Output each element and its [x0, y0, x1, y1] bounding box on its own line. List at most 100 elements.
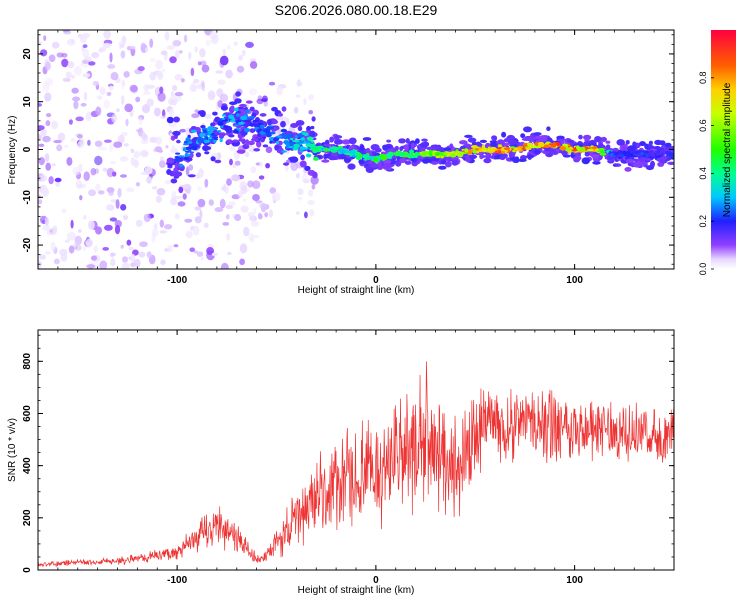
spectrogram-noise-cell — [71, 74, 75, 79]
spectrogram-halo-cell — [328, 155, 337, 161]
spectrogram-noise-cell — [301, 173, 309, 183]
spectrogram-halo-cell — [202, 145, 210, 152]
spectrogram-ridge-cell — [183, 143, 189, 146]
spectrogram-noise-cell — [160, 259, 166, 266]
spectrogram-noise-cell — [77, 183, 87, 189]
spectrogram-noise-cell — [62, 30, 70, 33]
spectrogram-noise-cell — [130, 45, 136, 50]
spectrogram-noise-cell — [154, 146, 162, 153]
spectrogram-noise-cell — [200, 60, 207, 66]
spectrogram-noise-cell — [103, 30, 111, 39]
spectrogram-noise-cell — [137, 66, 145, 72]
spectrogram-noise-cell — [241, 49, 246, 57]
spectrogram-noise-cell — [106, 187, 115, 193]
spectrogram-noise-cell — [255, 162, 261, 166]
spectrogram-noise-cell — [192, 225, 200, 236]
spectrogram-halo-cell — [321, 159, 330, 163]
spectrogram-halo-cell — [399, 157, 407, 163]
spectrogram-y-ticks: -20 -10 0 10 20 — [22, 34, 674, 265]
spectrogram-halo-cell — [637, 156, 645, 163]
spectrogram-halo-cell — [247, 140, 255, 146]
spectrogram-noise-cell — [109, 252, 117, 257]
spectrogram-noise-cell — [51, 163, 57, 167]
spectrogram-halo-cell — [290, 123, 299, 128]
spectrogram-noise-cell — [166, 45, 176, 50]
spectrogram-noise-cell — [308, 110, 314, 115]
spectrogram-halo-cell — [324, 140, 330, 145]
spectrogram-ridge-cell — [668, 152, 674, 157]
spectrogram-noise-cell — [232, 163, 236, 169]
spectrogram-noise-cell — [268, 209, 274, 218]
spectrogram-ridge-cell — [491, 148, 498, 151]
spectrogram-noise-cell — [308, 94, 315, 101]
spectrogram-halo-cell — [383, 162, 391, 170]
spectrogram-noise-cell — [109, 52, 113, 63]
spectrogram-halo-cell — [592, 160, 601, 165]
spectrogram-noise-cell — [169, 108, 175, 117]
spectrogram-noise-cell — [72, 166, 81, 176]
spectrogram-noise-cell — [285, 150, 290, 155]
spectrogram-ridge-cell — [331, 146, 337, 150]
spectrogram-noise-cell — [234, 160, 241, 166]
spectrogram-noise-cell — [68, 119, 73, 125]
spectrogram-noise-cell — [179, 50, 183, 54]
spectrogram-noise-cell — [143, 213, 151, 223]
spectrogram-halo-cell — [584, 152, 590, 157]
spectrogram-noise-cell — [250, 166, 257, 174]
spectrogram-ridge-cell — [287, 133, 293, 138]
y-tick-label: 800 — [22, 353, 33, 370]
colorbar: 0.0 0.2 0.4 0.6 0.8 Normalized spectral ampl… — [698, 30, 736, 275]
spectrogram-halo-cell — [359, 144, 365, 151]
spectrogram-noise-cell — [97, 95, 103, 100]
spectrogram-noise-cell — [226, 251, 232, 256]
spectrogram-noise-cell — [189, 247, 195, 252]
spectrogram-halo-cell — [220, 105, 228, 111]
spectrogram-ridge-cell — [269, 131, 276, 134]
spectrogram-ridge-cell — [579, 146, 586, 152]
spectrogram-noise-cell — [110, 160, 116, 165]
spectrogram-ridge-cell — [414, 151, 419, 157]
spectrogram-noise-cell — [130, 148, 135, 153]
spectrogram-halo-cell — [479, 139, 487, 143]
spectrogram-noise-cell — [247, 180, 254, 188]
spectrogram-noise-cell — [104, 139, 112, 143]
spectrogram-halo-cell — [527, 136, 536, 142]
spectrogram-noise-cell — [38, 134, 42, 141]
spectrogram-ridge-cell — [187, 149, 192, 153]
spectrogram-noise-cell — [66, 231, 76, 241]
x-tick-label: 100 — [566, 575, 583, 586]
spectrogram-halo-cell — [312, 171, 318, 179]
spectrogram-noise-cell — [110, 72, 119, 81]
spectrogram-ridge-cell — [442, 152, 449, 156]
spectrogram-halo-cell — [404, 144, 409, 152]
spectrogram-noise-cell — [98, 48, 103, 53]
spectrogram-noise-cell — [184, 218, 193, 223]
spectrogram-ridge-cell — [497, 144, 502, 148]
spectrogram-noise-cell — [75, 116, 84, 122]
spectrogram-halo-cell — [289, 156, 299, 163]
spectrogram-noise-cell — [64, 239, 70, 244]
spectrogram-ridge-cell — [187, 141, 193, 144]
spectrogram-noise-cell — [197, 61, 202, 66]
spectrogram-halo-cell — [440, 159, 447, 165]
spectrogram-noise-cell — [140, 42, 146, 49]
spectrogram-noise-cell — [71, 87, 79, 94]
spectrogram-noise-cell — [86, 264, 96, 269]
spectrogram-noise-cell — [264, 212, 269, 218]
spectrogram-noise-cell — [161, 68, 165, 73]
spectrogram-noise-cell — [162, 109, 166, 118]
spectrogram-halo-cell — [249, 106, 255, 112]
spectrogram-ridge-cell — [237, 121, 245, 125]
spectrogram-noise-cell — [122, 256, 128, 263]
spectrogram-noise-cell — [70, 219, 74, 229]
spectrogram-halo-cell — [581, 157, 590, 165]
spectrogram-halo-cell — [281, 106, 287, 112]
spectrogram-ridge-cell — [300, 146, 306, 151]
spectrogram-noise-cell — [138, 116, 143, 126]
spectrogram-noise-cell — [220, 262, 229, 269]
spectrogram-noise-cell — [188, 164, 194, 171]
spectrogram-noise-cell — [129, 84, 138, 93]
spectrogram-ridge-cell — [245, 109, 250, 114]
spectrogram-ridge-cell — [331, 149, 335, 152]
